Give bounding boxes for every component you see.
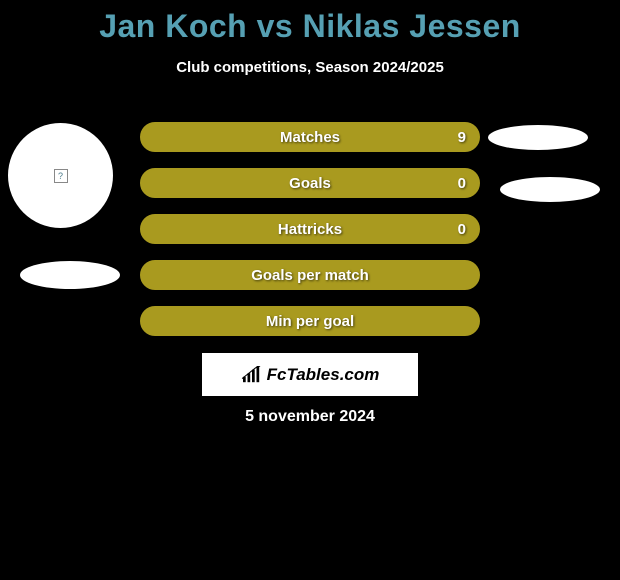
stat-label: Goals per match bbox=[251, 267, 369, 284]
branding-badge: FcTables.com bbox=[202, 353, 418, 396]
subtitle: Club competitions, Season 2024/2025 bbox=[0, 59, 620, 76]
stat-row-goals: Goals 0 bbox=[140, 168, 480, 198]
player2-shadow-1 bbox=[488, 125, 588, 150]
avatar-placeholder-icon: ? bbox=[54, 169, 68, 183]
stat-row-matches: Matches 9 bbox=[140, 122, 480, 152]
chart-icon bbox=[241, 366, 263, 384]
player2-shadow-2 bbox=[500, 177, 600, 202]
player1-shadow bbox=[20, 261, 120, 289]
brand-text: FcTables.com bbox=[267, 365, 380, 385]
vs-separator: vs bbox=[257, 8, 294, 44]
stat-value: 0 bbox=[458, 175, 466, 192]
player2-name: Niklas Jessen bbox=[303, 8, 521, 44]
stat-label: Goals bbox=[289, 175, 331, 192]
stats-container: Matches 9 Goals 0 Hattricks 0 Goals per … bbox=[140, 122, 480, 352]
stat-row-goals-per-match: Goals per match bbox=[140, 260, 480, 290]
player1-name: Jan Koch bbox=[99, 8, 247, 44]
stat-row-hattricks: Hattricks 0 bbox=[140, 214, 480, 244]
stat-value: 0 bbox=[458, 221, 466, 238]
comparison-title: Jan Koch vs Niklas Jessen bbox=[0, 0, 620, 45]
stat-label: Min per goal bbox=[266, 313, 354, 330]
date-label: 5 november 2024 bbox=[0, 408, 620, 426]
stat-label: Hattricks bbox=[278, 221, 342, 238]
stat-value: 9 bbox=[458, 129, 466, 146]
stat-row-min-per-goal: Min per goal bbox=[140, 306, 480, 336]
player1-avatar: ? bbox=[8, 123, 113, 228]
stat-label: Matches bbox=[280, 129, 340, 146]
